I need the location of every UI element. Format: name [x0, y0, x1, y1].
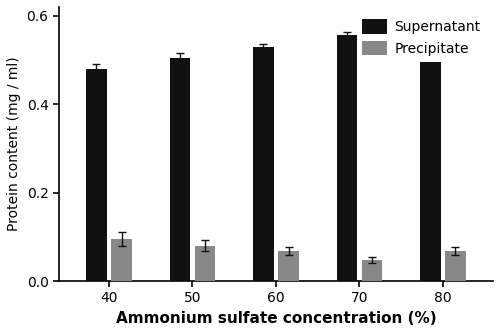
Legend: Supernatant, Precipitate: Supernatant, Precipitate	[357, 14, 486, 62]
Bar	[362, 260, 382, 281]
Bar	[336, 35, 357, 281]
Bar	[278, 251, 299, 281]
X-axis label: Ammonium sulfate concentration (%): Ammonium sulfate concentration (%)	[116, 311, 436, 326]
Bar	[111, 239, 132, 281]
Bar	[86, 69, 107, 281]
Bar	[253, 47, 274, 281]
Bar	[420, 59, 441, 281]
Y-axis label: Protein content (mg / ml): Protein content (mg / ml)	[7, 57, 21, 231]
Bar	[170, 58, 190, 281]
Bar	[445, 251, 466, 281]
Bar	[194, 246, 216, 281]
